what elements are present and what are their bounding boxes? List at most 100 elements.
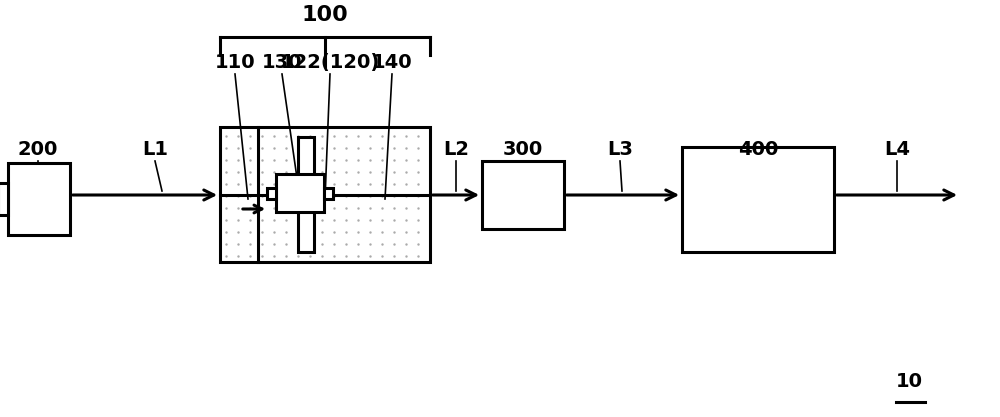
Point (278, 181, 294, 187)
Point (398, 205, 414, 211)
Point (218, 205, 234, 211)
Point (338, 157, 354, 163)
Bar (482, 161, 564, 229)
Point (326, 133, 342, 139)
Point (398, 193, 414, 199)
Point (338, 217, 354, 224)
Point (338, 193, 354, 199)
Point (242, 217, 258, 224)
Point (242, 168, 258, 175)
Bar (682, 147, 834, 252)
Point (254, 217, 270, 224)
Point (254, 157, 270, 163)
Point (218, 253, 234, 259)
Point (338, 241, 354, 247)
Point (314, 241, 330, 247)
Point (266, 168, 282, 175)
Point (362, 217, 378, 224)
Point (278, 145, 294, 151)
Text: 110: 110 (215, 53, 255, 72)
Point (242, 253, 258, 259)
Text: 100: 100 (302, 5, 348, 25)
Point (326, 205, 342, 211)
Point (302, 193, 318, 199)
Point (398, 253, 414, 259)
Point (422, 145, 438, 151)
Point (218, 193, 234, 199)
Point (230, 133, 246, 139)
Point (290, 145, 306, 151)
Point (266, 241, 282, 247)
Point (254, 241, 270, 247)
Point (254, 253, 270, 259)
Point (314, 145, 330, 151)
Point (374, 157, 390, 163)
Point (302, 241, 318, 247)
Point (338, 133, 354, 139)
Point (230, 193, 246, 199)
Point (290, 241, 306, 247)
Point (398, 181, 414, 187)
Point (386, 241, 402, 247)
Point (266, 205, 282, 211)
Point (290, 181, 306, 187)
Point (266, 253, 282, 259)
Point (242, 133, 258, 139)
Point (302, 168, 318, 175)
Point (338, 229, 354, 235)
Point (278, 253, 294, 259)
Point (362, 229, 378, 235)
Point (374, 145, 390, 151)
Point (218, 229, 234, 235)
Point (338, 253, 354, 259)
Point (218, 168, 234, 175)
Text: 130: 130 (262, 53, 302, 72)
Text: 122(120): 122(120) (280, 53, 380, 72)
Point (386, 168, 402, 175)
Point (278, 229, 294, 235)
Point (422, 241, 438, 247)
Point (362, 253, 378, 259)
Point (398, 133, 414, 139)
Point (410, 157, 426, 163)
Bar (324, 188, 333, 198)
Point (338, 168, 354, 175)
Point (278, 241, 294, 247)
Point (350, 217, 366, 224)
Point (314, 168, 330, 175)
Point (386, 193, 402, 199)
Point (386, 229, 402, 235)
Point (314, 181, 330, 187)
Point (254, 133, 270, 139)
Point (218, 157, 234, 163)
Point (326, 145, 342, 151)
Point (218, 145, 234, 151)
Point (386, 205, 402, 211)
Point (302, 205, 318, 211)
Point (314, 253, 330, 259)
Point (242, 229, 258, 235)
Point (410, 145, 426, 151)
Point (242, 205, 258, 211)
Point (242, 193, 258, 199)
Point (410, 193, 426, 199)
Point (302, 145, 318, 151)
Point (290, 253, 306, 259)
Text: 300: 300 (503, 140, 543, 159)
Point (314, 193, 330, 199)
Point (362, 193, 378, 199)
Point (410, 217, 426, 224)
Point (254, 193, 270, 199)
Point (302, 181, 318, 187)
Point (374, 193, 390, 199)
Point (362, 241, 378, 247)
Point (410, 168, 426, 175)
Bar (298, 137, 314, 252)
Point (386, 181, 402, 187)
Point (266, 229, 282, 235)
Point (266, 193, 282, 199)
Point (398, 241, 414, 247)
Point (350, 229, 366, 235)
Point (362, 205, 378, 211)
Point (362, 181, 378, 187)
